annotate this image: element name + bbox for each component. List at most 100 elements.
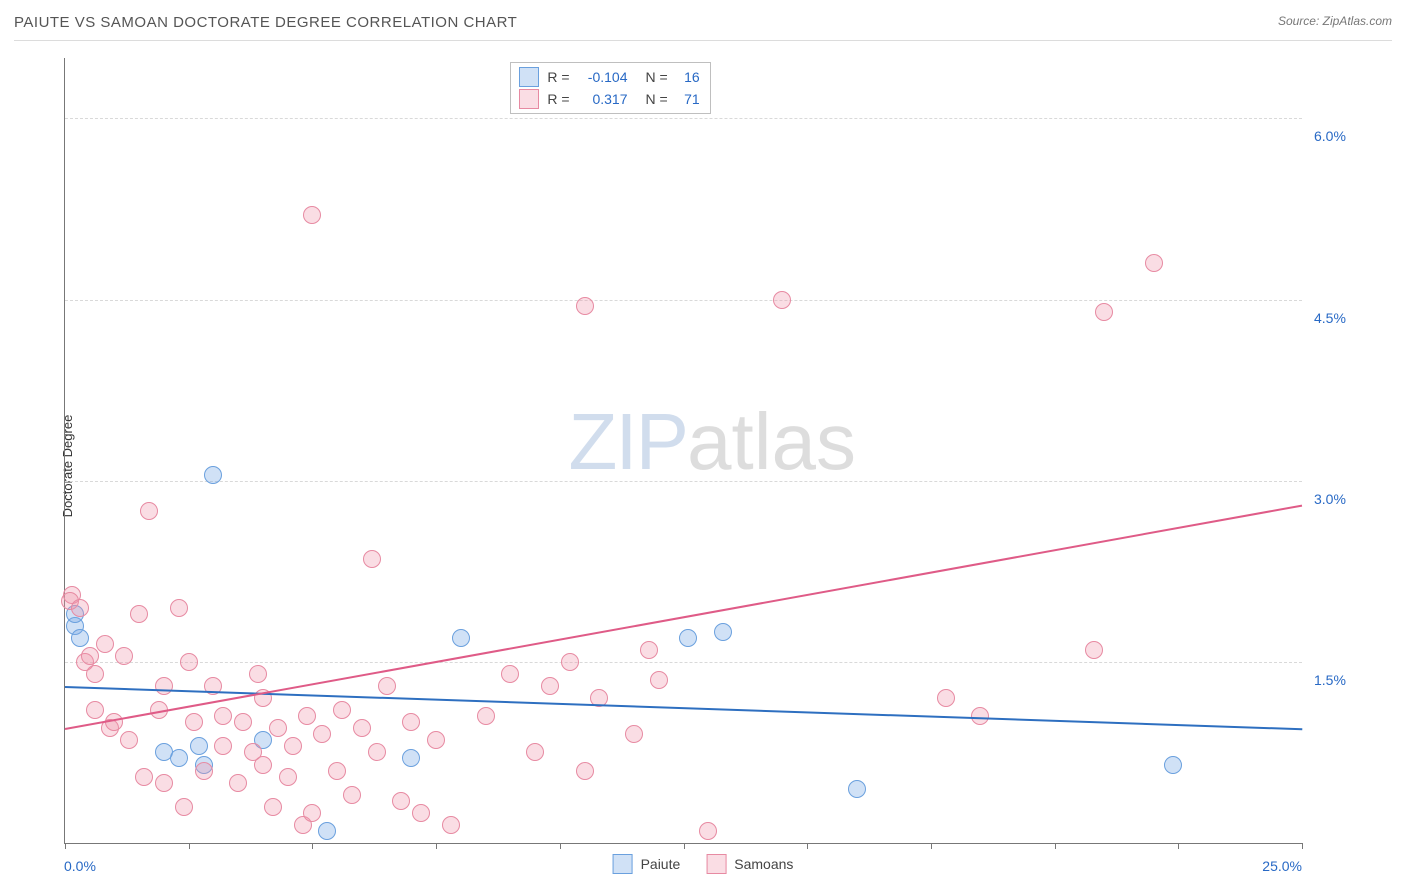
gridline (65, 481, 1302, 482)
data-point (561, 653, 579, 671)
series-legend: Paiute Samoans (613, 854, 794, 874)
data-point (1085, 641, 1103, 659)
legend-n-value: 71 (676, 91, 700, 107)
data-point (155, 677, 173, 695)
data-point (318, 822, 336, 840)
legend-row: R = -0.104 N = 16 (519, 67, 699, 87)
data-point (130, 605, 148, 623)
data-point (175, 798, 193, 816)
data-point (363, 550, 381, 568)
x-tick (1178, 843, 1179, 849)
legend-swatch (613, 854, 633, 874)
data-point (313, 725, 331, 743)
data-point (234, 713, 252, 731)
data-point (190, 737, 208, 755)
data-point (427, 731, 445, 749)
x-tick (189, 843, 190, 849)
data-point (576, 762, 594, 780)
title-bar: PAIUTE VS SAMOAN DOCTORATE DEGREE CORREL… (14, 14, 1392, 41)
data-point (254, 756, 272, 774)
data-point (214, 707, 232, 725)
data-point (204, 466, 222, 484)
data-point (773, 291, 791, 309)
data-point (848, 780, 866, 798)
data-point (343, 786, 361, 804)
data-point (303, 804, 321, 822)
x-tick (931, 843, 932, 849)
data-point (501, 665, 519, 683)
legend-swatch (706, 854, 726, 874)
x-tick (65, 843, 66, 849)
data-point (71, 629, 89, 647)
legend-series-name: Paiute (641, 856, 681, 872)
data-point (1095, 303, 1113, 321)
data-point (640, 641, 658, 659)
legend-r-label: R = (547, 69, 569, 85)
watermark-part1: ZIP (569, 396, 687, 485)
data-point (937, 689, 955, 707)
data-point (368, 743, 386, 761)
data-point (650, 671, 668, 689)
legend-series-name: Samoans (734, 856, 793, 872)
data-point (81, 647, 99, 665)
data-point (140, 502, 158, 520)
data-point (402, 749, 420, 767)
data-point (249, 665, 267, 683)
legend-row: R = 0.317 N = 71 (519, 89, 699, 109)
data-point (625, 725, 643, 743)
watermark: ZIPatlas (569, 395, 856, 487)
data-point (86, 701, 104, 719)
legend-r-value: 0.317 (578, 91, 628, 107)
data-point (353, 719, 371, 737)
data-point (279, 768, 297, 786)
data-point (412, 804, 430, 822)
legend-swatch (519, 89, 539, 109)
source-label: Source: (1278, 14, 1323, 28)
x-axis-label-min: 0.0% (64, 858, 96, 874)
y-tick-label: 6.0% (1314, 128, 1346, 144)
data-point (541, 677, 559, 695)
legend-item: Paiute (613, 854, 681, 874)
data-point (135, 768, 153, 786)
data-point (452, 629, 470, 647)
legend-n-label: N = (646, 69, 668, 85)
x-tick (1055, 843, 1056, 849)
legend-r-value: -0.104 (578, 69, 628, 85)
data-point (170, 599, 188, 617)
data-point (71, 599, 89, 617)
data-point (264, 798, 282, 816)
data-point (333, 701, 351, 719)
legend-item: Samoans (706, 854, 793, 874)
data-point (679, 629, 697, 647)
x-tick (312, 843, 313, 849)
x-axis-label-max: 25.0% (1262, 858, 1302, 874)
x-tick (560, 843, 561, 849)
data-point (714, 623, 732, 641)
data-point (86, 665, 104, 683)
trend-line (65, 505, 1302, 730)
x-tick (436, 843, 437, 849)
chart-title: PAIUTE VS SAMOAN DOCTORATE DEGREE CORREL… (14, 14, 517, 31)
data-point (115, 647, 133, 665)
gridline (65, 118, 1302, 119)
legend-r-label: R = (547, 91, 569, 107)
data-point (1164, 756, 1182, 774)
legend-n-value: 16 (676, 69, 700, 85)
data-point (96, 635, 114, 653)
data-point (378, 677, 396, 695)
data-point (576, 297, 594, 315)
watermark-part2: atlas (687, 396, 856, 485)
data-point (180, 653, 198, 671)
data-point (120, 731, 138, 749)
legend-swatch (519, 67, 539, 87)
data-point (195, 762, 213, 780)
source-attribution: Source: ZipAtlas.com (1278, 14, 1392, 28)
data-point (442, 816, 460, 834)
data-point (477, 707, 495, 725)
legend-n-label: N = (646, 91, 668, 107)
data-point (298, 707, 316, 725)
correlation-legend: R = -0.104 N = 16 R = 0.317 N = 71 (510, 62, 710, 114)
data-point (284, 737, 302, 755)
source-name: ZipAtlas.com (1323, 14, 1392, 28)
data-point (328, 762, 346, 780)
